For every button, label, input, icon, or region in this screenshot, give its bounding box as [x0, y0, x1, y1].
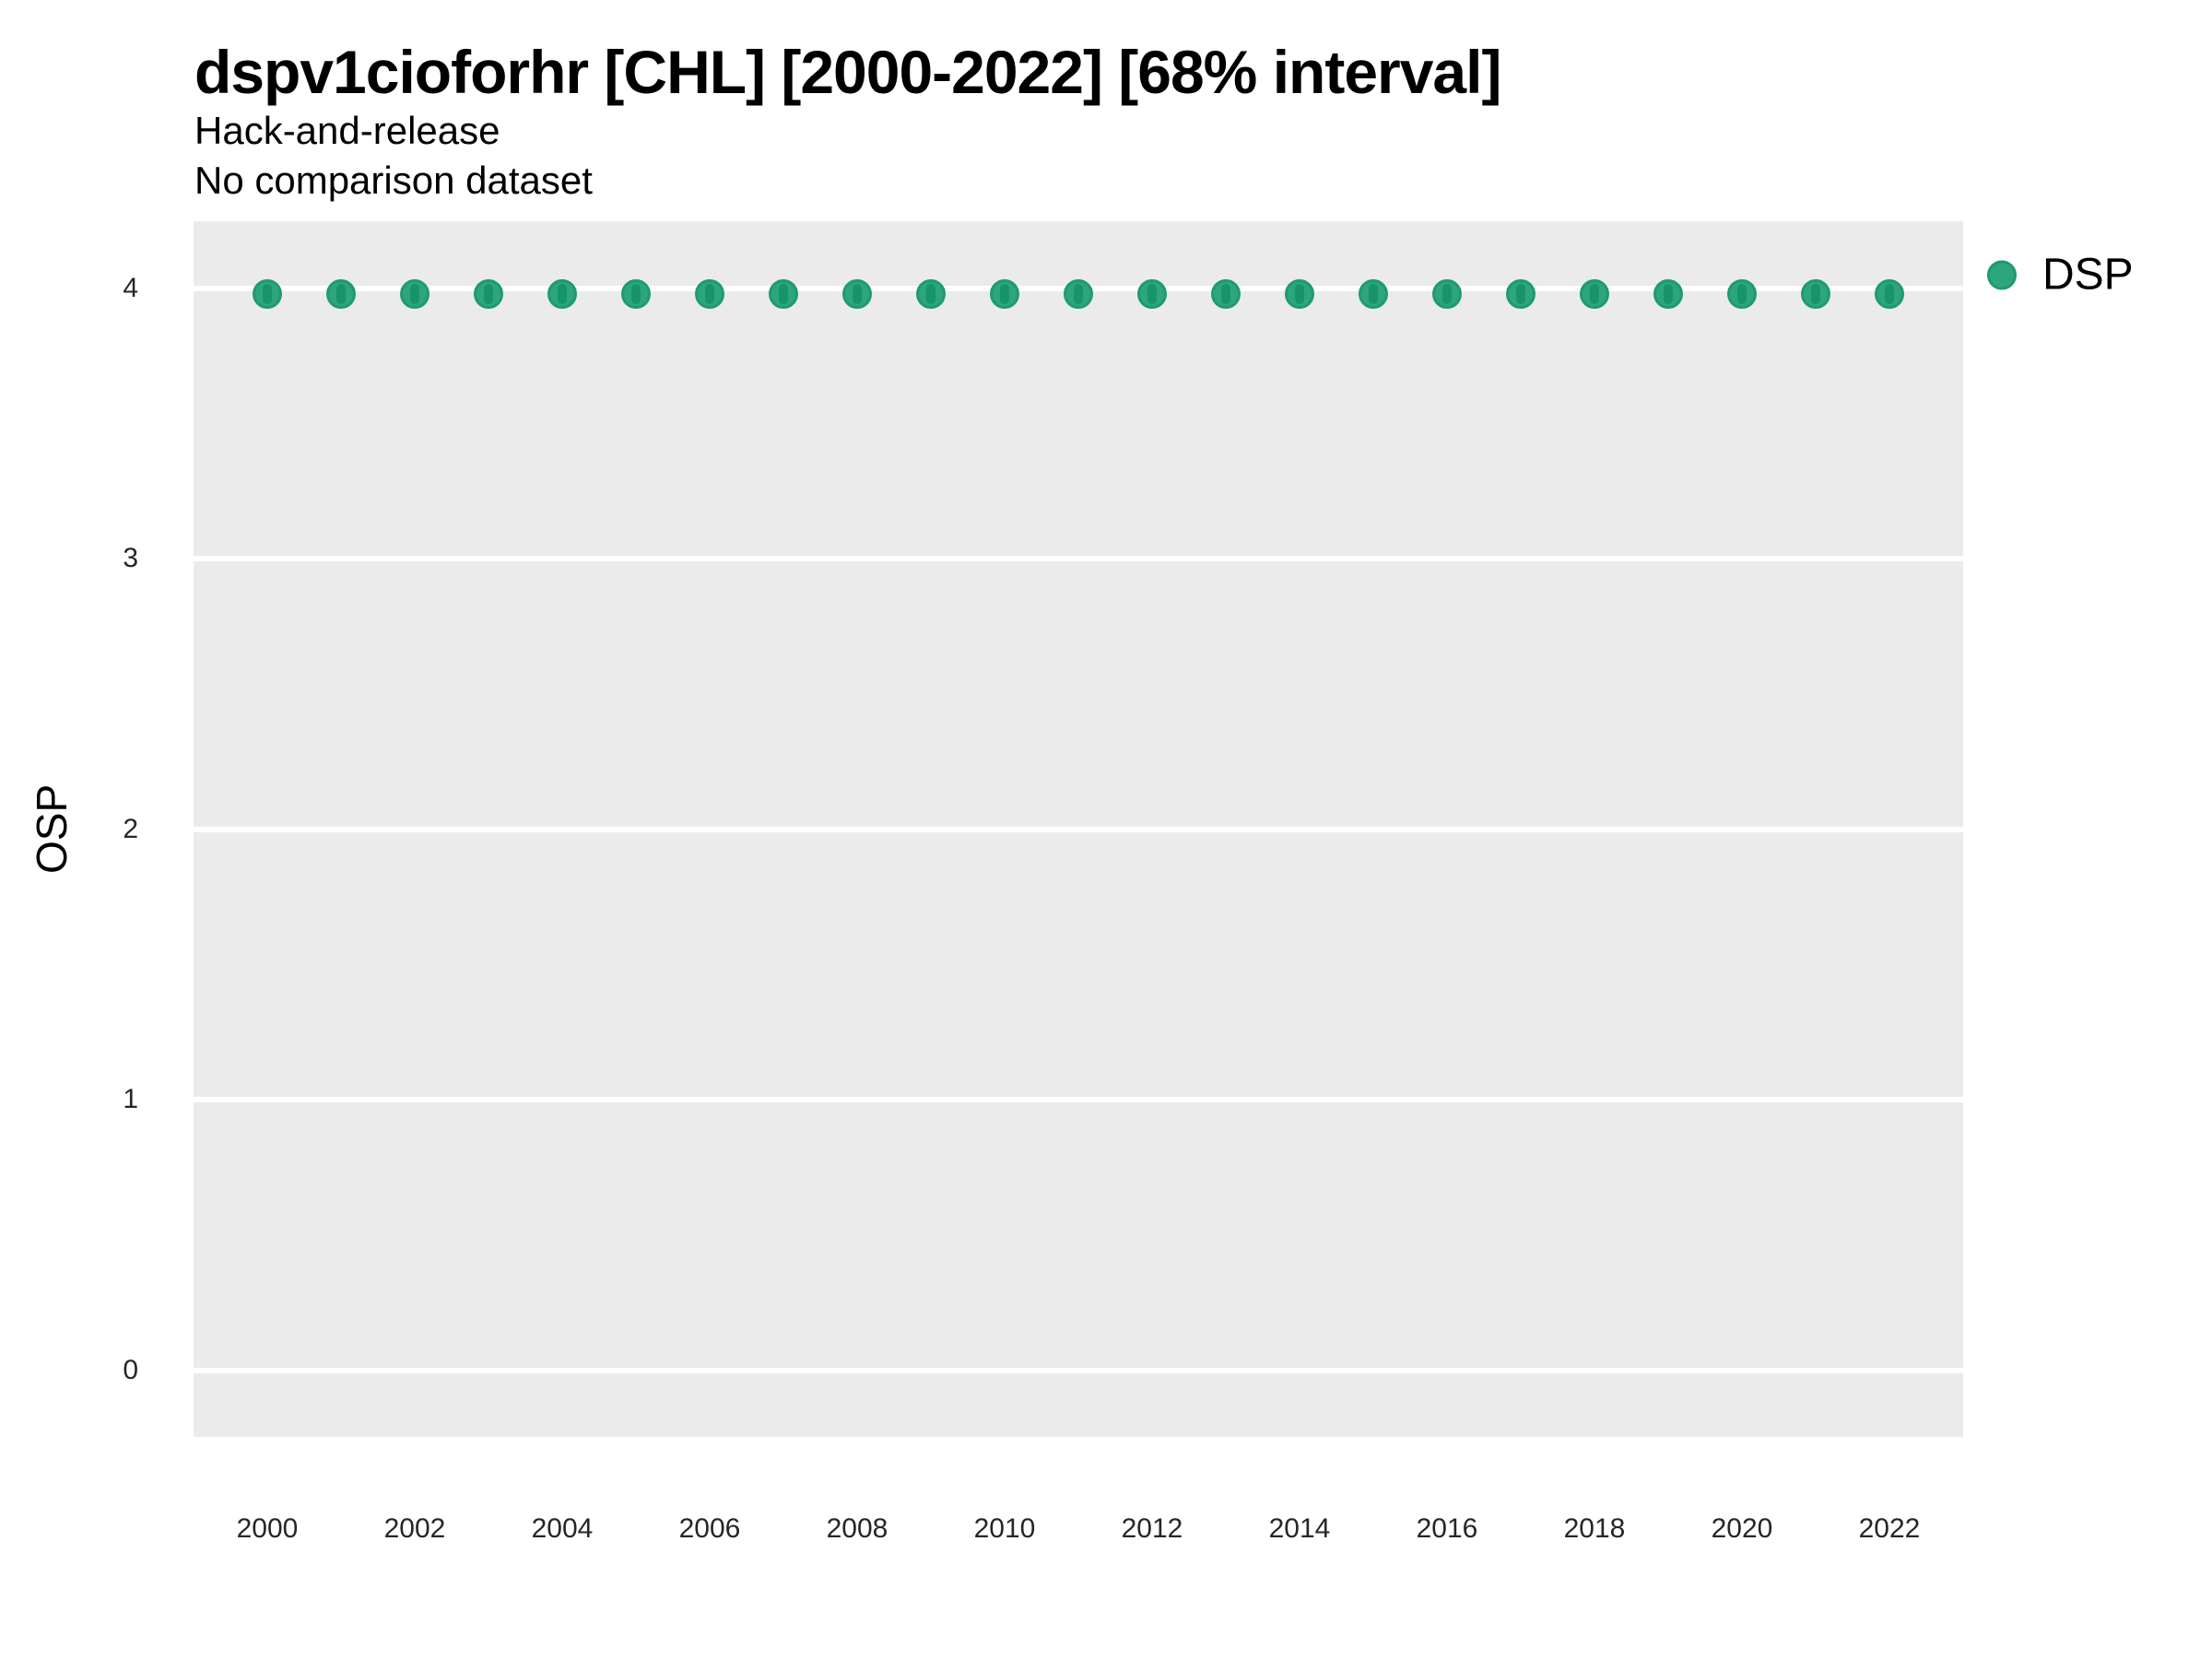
data-point-2005: [621, 278, 651, 309]
data-point-2016: [1432, 278, 1462, 309]
gridline-y-1: [194, 1097, 1963, 1103]
interval-bar: [263, 283, 272, 304]
data-point-2021: [1801, 278, 1830, 309]
x-tick-label-2004: 2004: [531, 1513, 594, 1544]
interval-bar: [1000, 283, 1009, 304]
data-point-2004: [547, 278, 577, 309]
x-tick-label-2022: 2022: [1858, 1513, 1921, 1544]
interval-bar: [1295, 283, 1304, 304]
interval-bar: [926, 283, 935, 304]
x-tick-label-2016: 2016: [1416, 1513, 1478, 1544]
interval-bar: [1074, 283, 1083, 304]
data-point-2006: [695, 278, 724, 309]
interval-bar: [779, 283, 788, 304]
data-point-2012: [1137, 278, 1167, 309]
y-tick-label-2: 2: [123, 813, 138, 844]
interval-bar: [705, 283, 714, 304]
interval-bar: [1442, 283, 1452, 304]
plot-panel: [194, 221, 1963, 1437]
x-tick-label-2006: 2006: [678, 1513, 741, 1544]
gridline-y-2: [194, 826, 1963, 832]
data-point-2018: [1580, 278, 1609, 309]
y-tick-label-3: 3: [123, 543, 138, 574]
chart-title: dspv1cioforhr [CHL] [2000-2022] [68% int…: [194, 38, 1501, 106]
x-tick-label-2012: 2012: [1121, 1513, 1183, 1544]
interval-bar: [1811, 283, 1820, 304]
x-tick-label-2010: 2010: [973, 1513, 1036, 1544]
x-tick-label-2008: 2008: [826, 1513, 888, 1544]
x-tick-label-2002: 2002: [383, 1513, 446, 1544]
interval-bar: [631, 283, 641, 304]
data-point-2009: [916, 278, 946, 309]
data-point-2001: [326, 278, 356, 309]
interval-bar: [1737, 283, 1747, 304]
interval-bar: [558, 283, 567, 304]
data-point-2017: [1506, 278, 1535, 309]
interval-bar: [410, 283, 419, 304]
gridline-y-3: [194, 556, 1963, 562]
data-point-2003: [474, 278, 503, 309]
data-point-2020: [1727, 278, 1757, 309]
data-point-2013: [1211, 278, 1241, 309]
data-point-2010: [990, 278, 1019, 309]
x-tick-label-2014: 2014: [1268, 1513, 1331, 1544]
interval-bar: [1664, 283, 1673, 304]
interval-bar: [853, 283, 862, 304]
data-point-2007: [769, 278, 798, 309]
data-point-2000: [253, 278, 282, 309]
x-tick-label-2020: 2020: [1711, 1513, 1773, 1544]
interval-bar: [1369, 283, 1378, 304]
y-tick-label-0: 0: [123, 1354, 138, 1385]
legend: DSP: [1987, 250, 2134, 300]
interval-bar: [1147, 283, 1157, 304]
interval-bar: [484, 283, 493, 304]
interval-bar: [1516, 283, 1525, 304]
y-tick-label-1: 1: [123, 1084, 138, 1115]
interval-bar: [1885, 283, 1894, 304]
x-tick-label-2000: 2000: [236, 1513, 299, 1544]
chart-note: No comparison dataset: [194, 159, 593, 202]
interval-bar: [336, 283, 346, 304]
interval-bar: [1221, 283, 1230, 304]
data-point-2011: [1064, 278, 1093, 309]
chart-subtitle: Hack-and-release: [194, 109, 500, 152]
data-point-2015: [1359, 278, 1388, 309]
legend-point-icon: [1987, 260, 2017, 289]
data-point-2019: [1653, 278, 1683, 309]
data-point-2014: [1285, 278, 1314, 309]
legend-label: DSP: [2042, 250, 2134, 300]
data-point-2008: [842, 278, 872, 309]
data-point-2002: [400, 278, 429, 309]
y-tick-label-4: 4: [123, 272, 138, 303]
interval-bar: [1590, 283, 1599, 304]
gridline-y-0: [194, 1367, 1963, 1373]
data-point-2022: [1875, 278, 1904, 309]
x-tick-label-2018: 2018: [1563, 1513, 1626, 1544]
